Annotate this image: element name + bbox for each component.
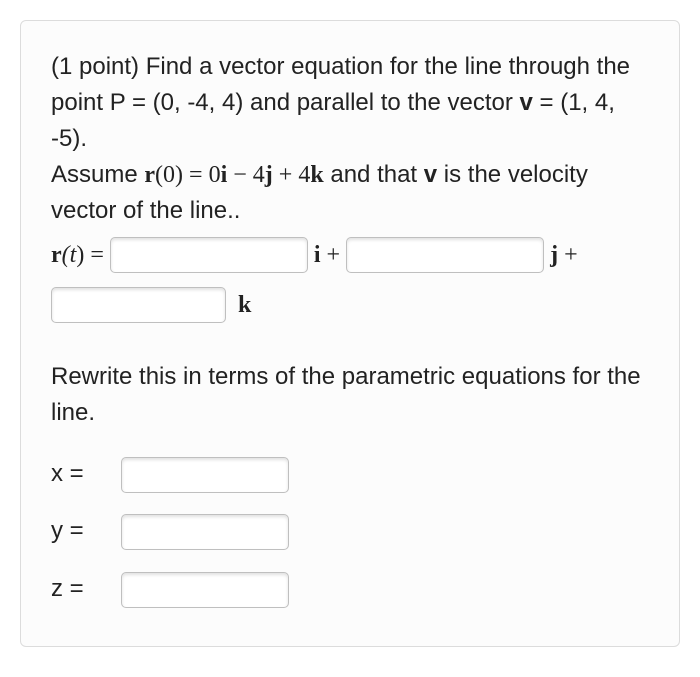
j-component-input[interactable] [346, 237, 544, 273]
problem-card: (1 point) Find a vector equation for the… [20, 20, 680, 647]
rt-label: r(t) = [51, 237, 104, 273]
rt-r: r [51, 242, 62, 268]
x-label: x = [51, 456, 103, 492]
r0-j: j [265, 162, 273, 188]
parametric-prompt: Rewrite this in terms of the parametric … [51, 359, 649, 431]
r0-mid: − 4 [227, 162, 265, 188]
unit-i: i [314, 242, 321, 268]
r0-0: 0 [209, 162, 221, 188]
z-input[interactable] [121, 572, 289, 608]
z-label: z = [51, 571, 103, 607]
rt-t: ( [62, 242, 70, 268]
unit-i-label: i + [314, 237, 340, 273]
unit-k: k [238, 287, 251, 323]
y-label: y = [51, 513, 103, 549]
parametric-grid: x = y = z = [51, 455, 649, 608]
plus-1: + [321, 242, 341, 268]
r0-k: k [310, 162, 323, 188]
x-input[interactable] [121, 457, 289, 493]
r0-r: r [144, 162, 155, 188]
problem-statement: (1 point) Find a vector equation for the… [51, 49, 649, 229]
prompt-text-2a: Assume [51, 161, 144, 188]
i-component-input[interactable] [110, 237, 308, 273]
rt-input-row: r(t) = i + j + [51, 237, 649, 273]
rt-input-row-2: k [51, 287, 649, 323]
plus-2: + [558, 242, 578, 268]
unit-j: j [550, 242, 558, 268]
vector-v-symbol-2: v [424, 161, 437, 188]
unit-j-label: j + [550, 237, 578, 273]
y-input[interactable] [121, 514, 289, 550]
vector-v-symbol: v [520, 89, 533, 116]
k-component-input[interactable] [51, 287, 226, 323]
r0-plus: + 4 [273, 162, 311, 188]
r0-arg: (0) = [155, 162, 209, 188]
prompt-text-2b: and that [324, 161, 424, 188]
